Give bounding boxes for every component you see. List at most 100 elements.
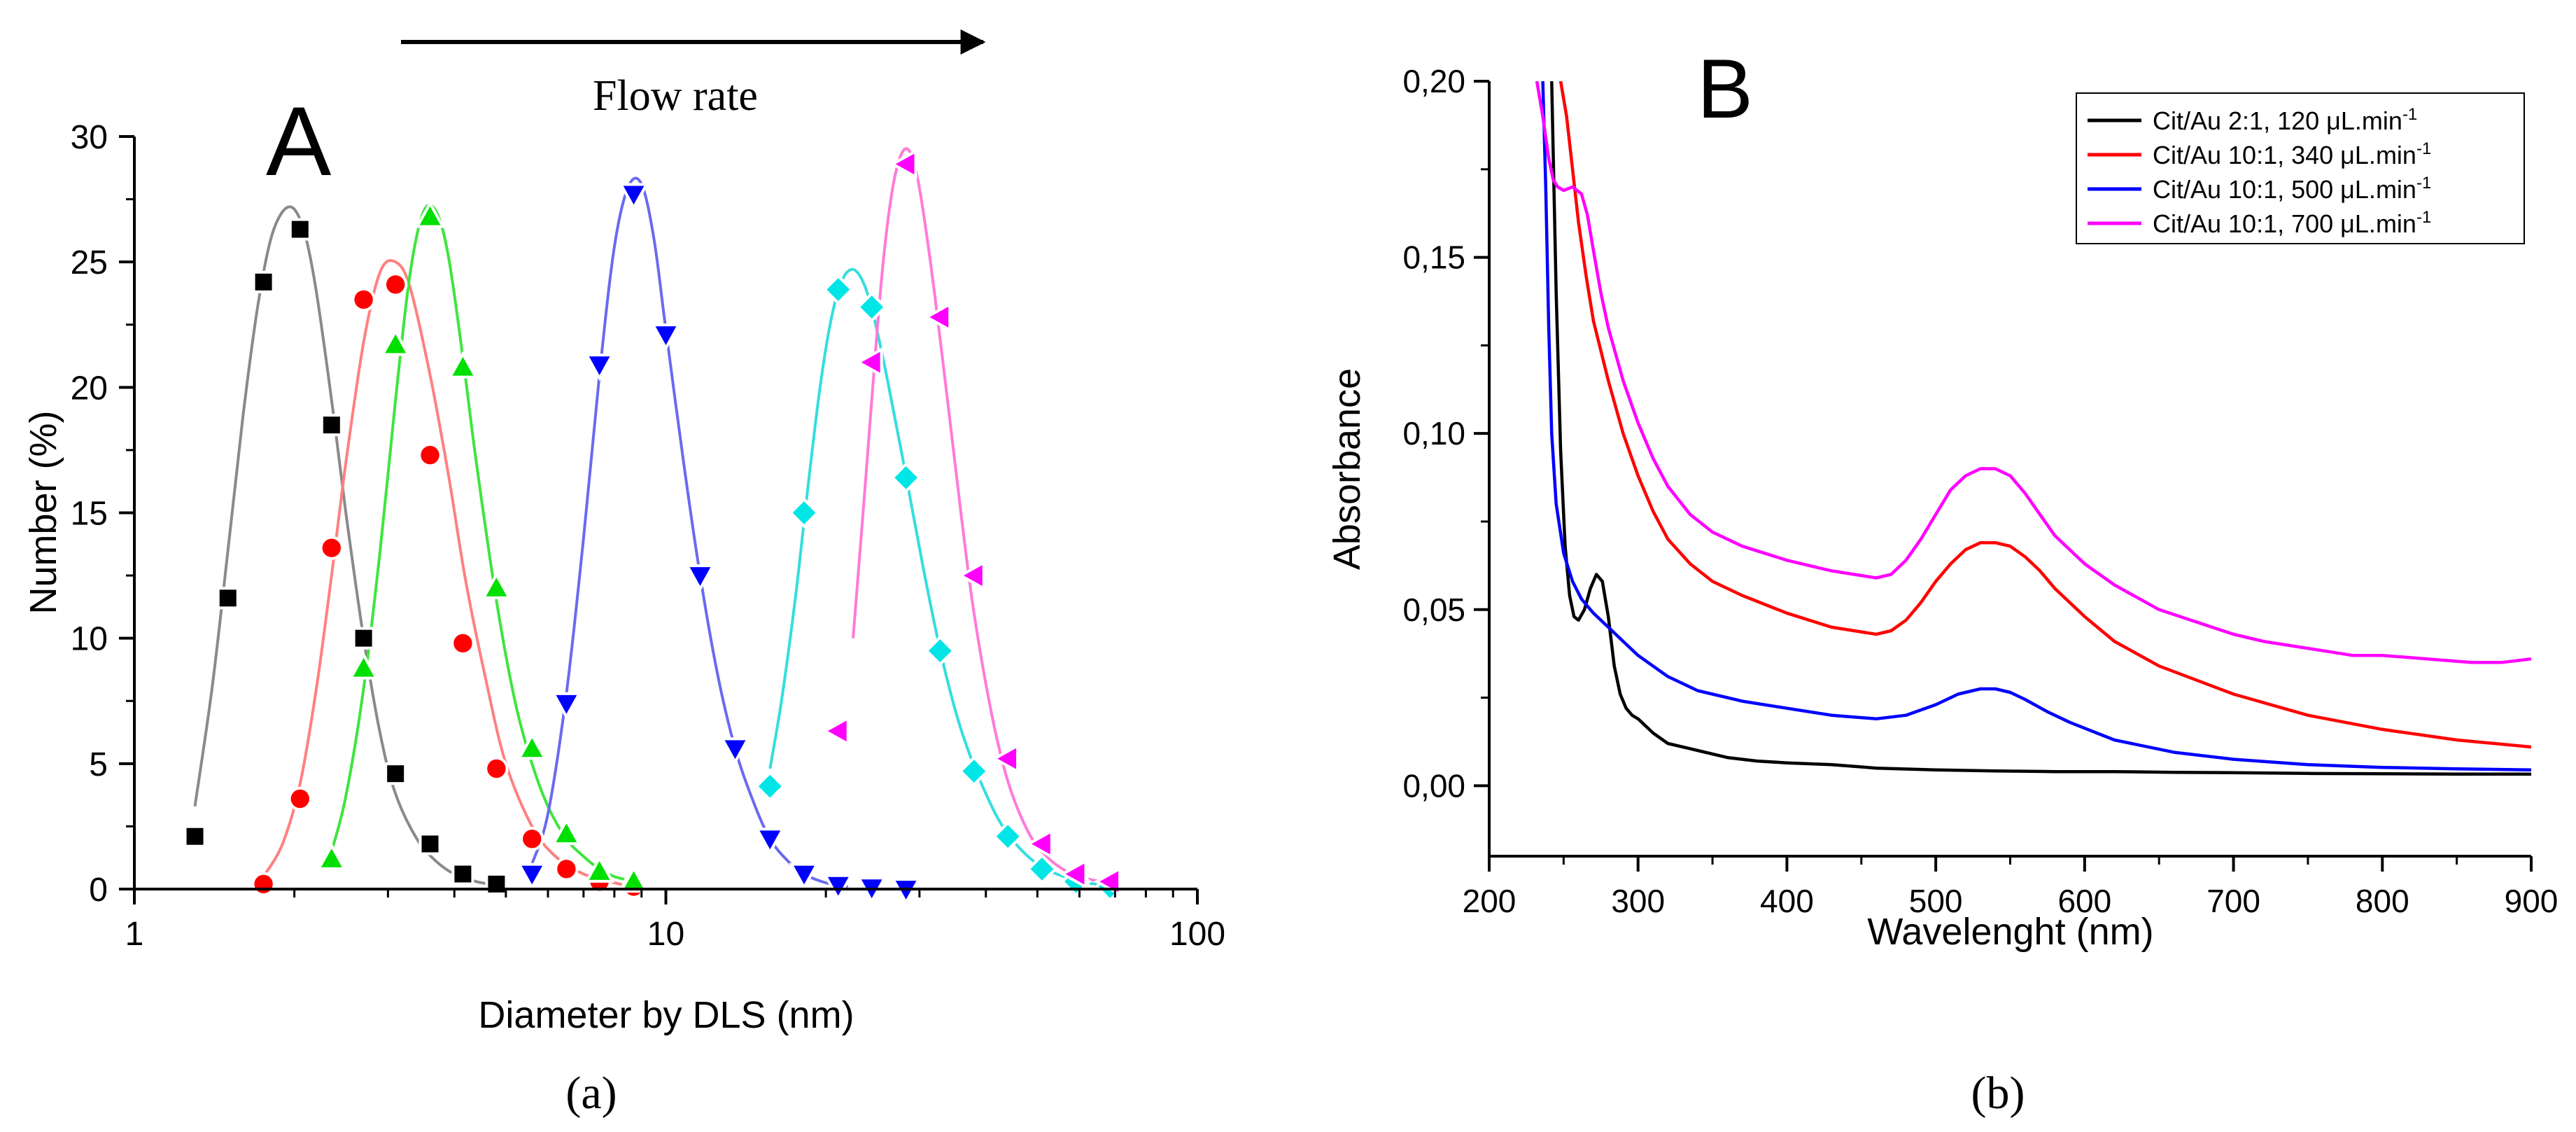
data-point-red: [288, 786, 312, 811]
data-point-magenta: [924, 302, 952, 333]
panel-b-x-tick-label: 600: [2057, 883, 2111, 919]
data-point-black: [352, 627, 375, 650]
panel-a-y-tick-label: 5: [89, 746, 108, 783]
data-point-green: [447, 351, 479, 379]
panel-b-x-tick-label: 900: [2505, 883, 2559, 919]
data-point-magenta: [889, 148, 917, 180]
panel-a-caption: (a): [565, 1068, 617, 1119]
panel-b-y-tick-label: 0,10: [1402, 415, 1465, 452]
panel-b-x-tick-label: 500: [1909, 883, 1963, 919]
data-point-black: [451, 862, 474, 886]
panel-a-data-points: [183, 148, 1126, 906]
data-point-blue: [719, 737, 751, 765]
panel-b-x-ticks: 200 300 400 500 600 700 800 900: [1463, 856, 2559, 919]
panel-b-y-tick-label: 0,00: [1402, 767, 1465, 804]
panel-a-x-ticks: 1 10 100: [125, 889, 1225, 953]
data-point-blue: [684, 564, 716, 592]
legend-label: Cit/Au 10:1, 500 μL.min-1: [2153, 174, 2431, 204]
panel-b-x-tick-label: 700: [2207, 883, 2260, 919]
panel-b-y-ticks: 0,00 0,05 0,10 0,15 0,20: [1402, 63, 1489, 804]
data-point-blue: [551, 692, 582, 720]
data-point-magenta: [1094, 866, 1122, 897]
data-point-green: [516, 732, 547, 760]
panel-b-x-axis-label: Wavelenght (nm): [1867, 911, 2153, 953]
spectrum-line-3: [1541, 81, 2531, 771]
fit-curve-blue: [530, 176, 848, 888]
panel-b-y-tick-label: 0,20: [1402, 63, 1465, 99]
data-point-green: [618, 865, 649, 893]
data-point-green: [551, 818, 582, 846]
panel-a-x-tick-label: 10: [647, 916, 684, 953]
panel-a-x-tick-label: 100: [1169, 916, 1225, 953]
fit-curve-green: [330, 203, 635, 883]
panel-a-y-tick-label: 20: [71, 370, 108, 407]
data-point-magenta: [855, 347, 883, 378]
data-point-magenta: [957, 560, 985, 591]
data-point-green: [348, 652, 379, 680]
data-point-blue: [754, 827, 785, 855]
legend-label-superscript: -1: [2402, 105, 2417, 124]
data-point-cyan: [924, 635, 956, 666]
panel-b-caption: (b): [1971, 1068, 2025, 1119]
data-point-blue: [650, 323, 682, 351]
fit-curve-red: [262, 259, 634, 888]
data-point-cyan: [992, 820, 1024, 852]
data-point-red: [418, 442, 442, 468]
data-point-red: [383, 272, 408, 297]
data-point-green: [414, 200, 446, 228]
fit-curve-black: [193, 205, 497, 887]
data-point-green: [584, 855, 615, 883]
data-point-green: [316, 842, 347, 870]
panel-b-y-tick-label: 0,05: [1402, 592, 1465, 628]
panel-a-y-tick-label: 25: [71, 244, 108, 281]
data-point-black: [418, 832, 442, 855]
legend-box: [2076, 92, 2525, 244]
legend: Cit/Au 2:1, 120 μL.min-1 Cit/Au 10:1, 340…: [2076, 92, 2525, 244]
data-point-black: [252, 270, 275, 293]
data-point-magenta: [1060, 858, 1088, 890]
panel-a-x-tick-label: 1: [125, 916, 144, 953]
legend-label-superscript: -1: [2416, 139, 2431, 158]
data-point-red: [319, 536, 344, 560]
data-point-blue: [516, 862, 547, 890]
panel-b-x-tick-label: 200: [1463, 883, 1516, 919]
spectrum-line-2: [1558, 81, 2531, 749]
data-point-red: [251, 872, 276, 897]
data-point-green: [380, 328, 411, 356]
fit-curve-cyan: [768, 267, 1111, 888]
data-point-red: [484, 756, 509, 781]
panel-a-chart: 1 10 100 0 5 10 15 20 25 30 A Flow rate Diameter…: [22, 29, 1225, 1119]
data-point-black: [216, 587, 239, 610]
panel-b-x-tick-label: 400: [1760, 883, 1814, 919]
panel-a-y-tick-label: 15: [71, 496, 108, 533]
data-point-cyan: [822, 274, 854, 305]
data-point-magenta: [822, 715, 850, 746]
panel-a-x-axis-label: Diameter by DLS (nm): [478, 994, 854, 1036]
spectrum-line-1: [1550, 81, 2531, 776]
data-point-blue: [789, 862, 819, 890]
legend-label: Cit/Au 10:1, 340 μL.min-1: [2153, 139, 2431, 169]
panel-a-y-tick-label: 10: [71, 621, 108, 658]
legend-label-superscript: -1: [2416, 208, 2431, 227]
data-point-black: [288, 218, 311, 241]
data-point-red: [554, 857, 579, 881]
spectrum-line-4: [1535, 81, 2531, 664]
panel-b-plot-area: [1535, 81, 2531, 776]
panel-b-y-tick-label: 0,15: [1402, 239, 1465, 276]
data-point-red: [351, 287, 376, 312]
data-point-cyan: [856, 291, 887, 323]
panel-a-y-tick-label: 0: [89, 872, 108, 909]
panel-b-chart: 200 300 400 500 600 700 800 900 0,00 0,05 0,10 0,1…: [1326, 42, 2558, 1119]
data-point-black: [384, 762, 407, 785]
legend-label-superscript: -1: [2416, 174, 2431, 193]
data-point-green: [481, 571, 512, 599]
data-point-blue: [618, 183, 649, 211]
legend-label: Cit/Au 10:1, 700 μL.min-1: [2153, 208, 2431, 238]
data-point-black: [320, 414, 343, 437]
legend-label: Cit/Au 2:1, 120 μL.min-1: [2153, 105, 2417, 135]
panel-b-x-tick-label: 800: [2356, 883, 2409, 919]
data-point-cyan: [1026, 853, 1057, 885]
panel-a-y-tick-label: 30: [71, 119, 108, 156]
panel-b-letter: B: [1697, 42, 1753, 136]
